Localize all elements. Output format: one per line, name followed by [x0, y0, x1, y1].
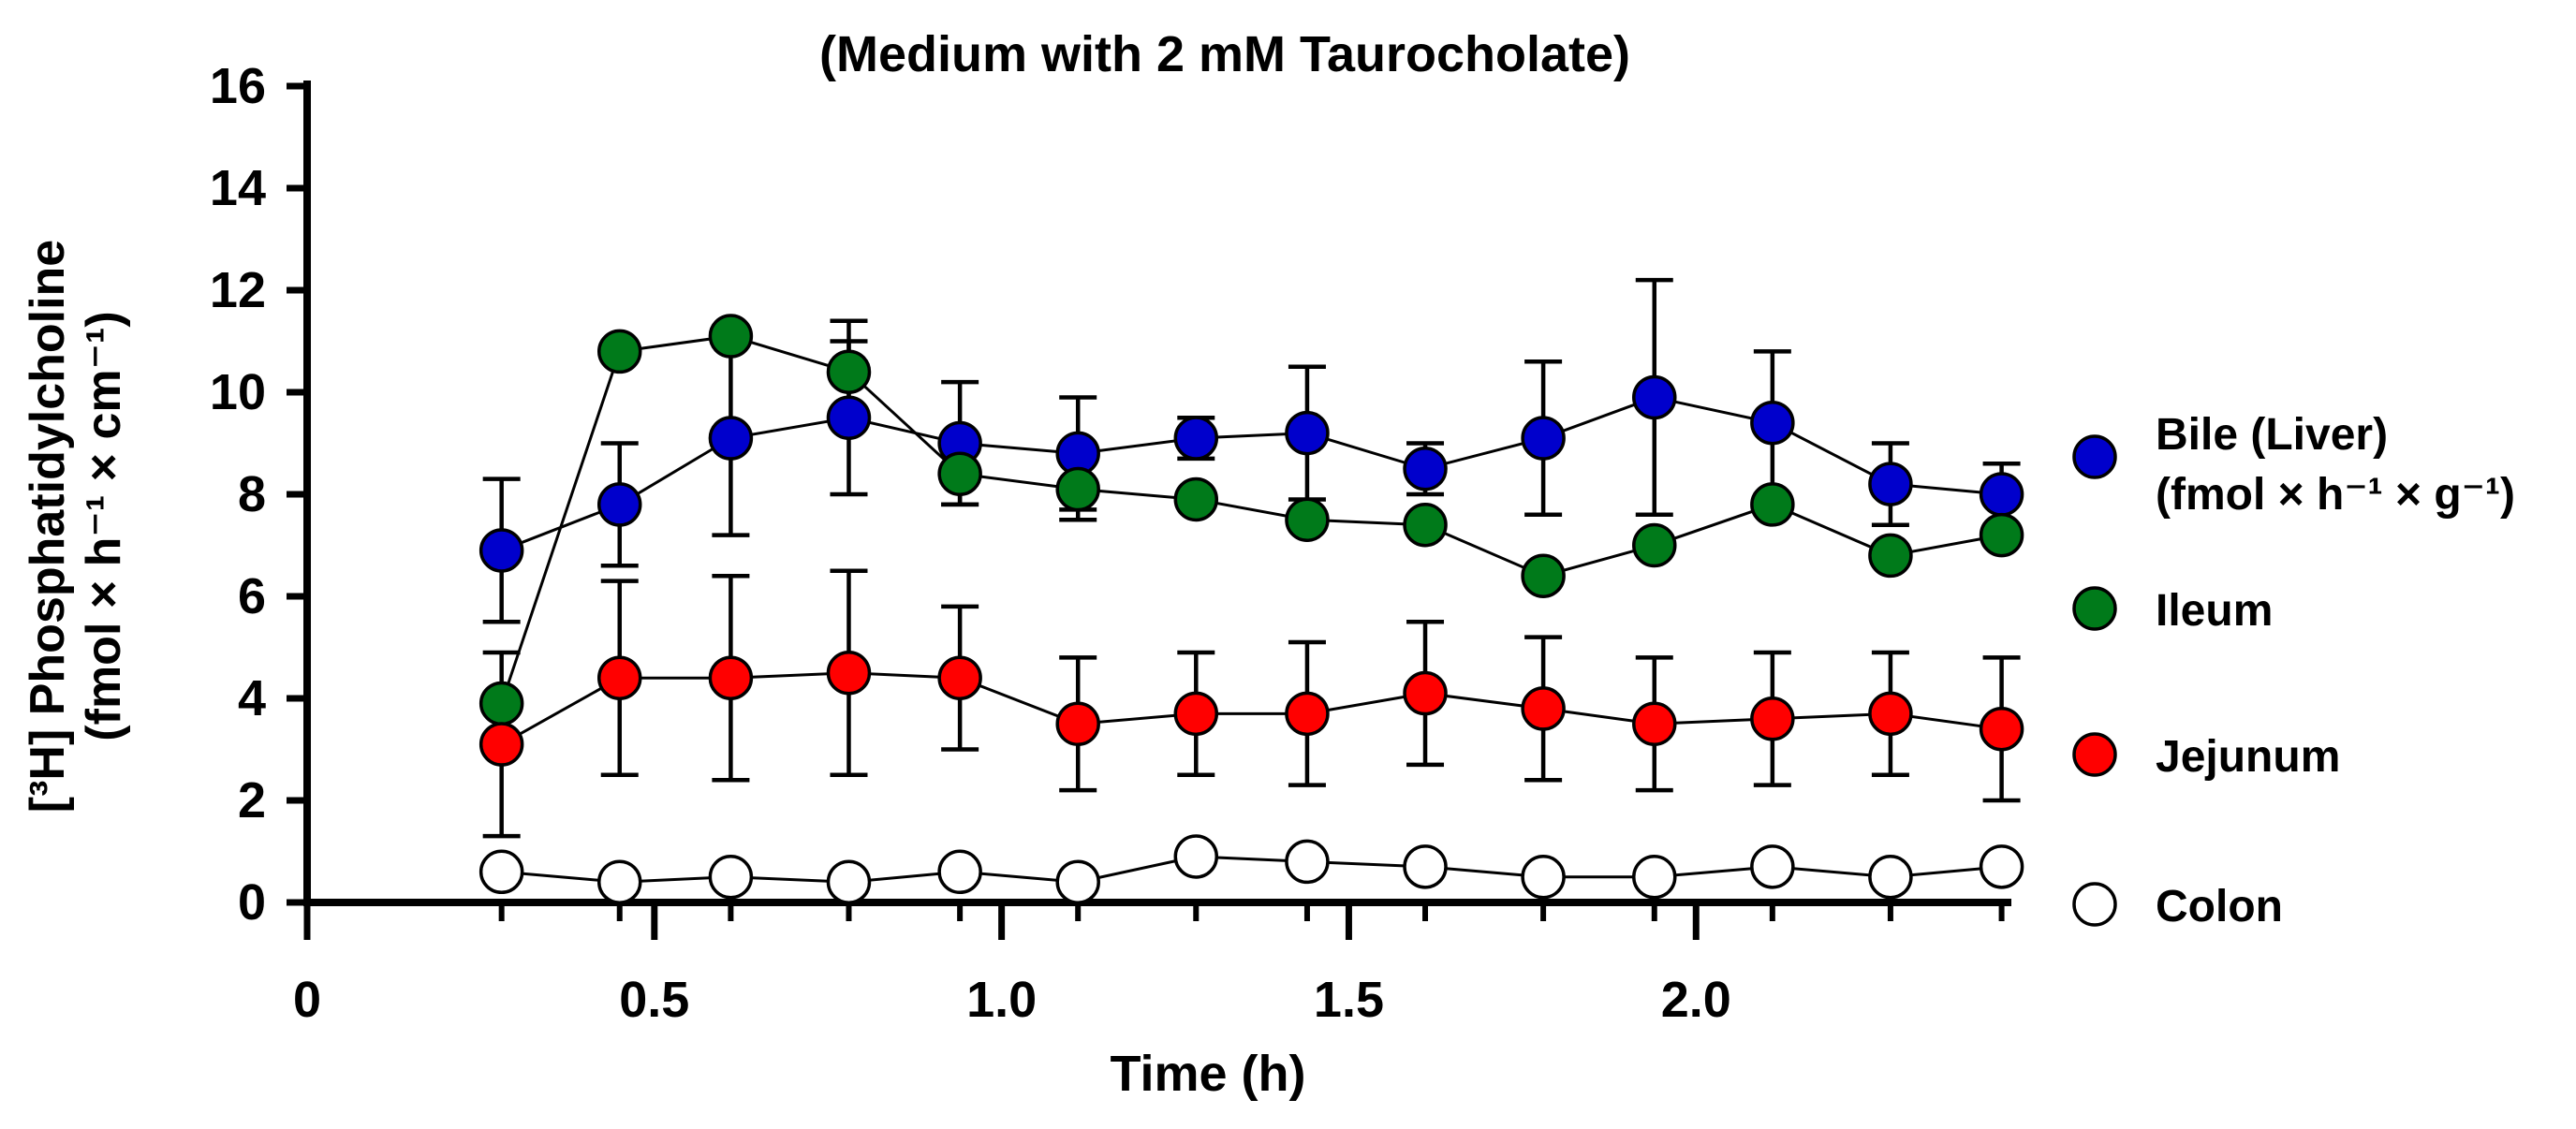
jejunum-point [1868, 691, 1913, 737]
chart-title: (Medium with 2 mM Taurocholate) [819, 26, 1630, 82]
ileum-point [1632, 522, 1677, 568]
bile-liver-point [1868, 462, 1913, 506]
jejunum-point [1173, 691, 1219, 737]
jejunum-point [1632, 701, 1677, 746]
jejunum-point [1750, 696, 1795, 741]
y-tick-label: 14 [210, 160, 266, 216]
ileum-point [1285, 497, 1330, 542]
bile-liver-point [478, 528, 524, 573]
jejunum-point [1979, 706, 2024, 752]
legend-marker-ileum [2072, 586, 2117, 631]
jejunum-point [708, 655, 754, 700]
bile-liver-point [708, 416, 754, 461]
ileum-point [1750, 482, 1795, 527]
colon-point [1521, 855, 1566, 900]
bile-liver-point [1979, 472, 2024, 517]
bile-liver-point [1632, 374, 1677, 420]
plot-area [478, 277, 2024, 904]
x-tick-label: 0 [293, 972, 321, 1028]
jejunum-point [937, 655, 982, 700]
legend: Bile (Liver) (fmol × h⁻¹ × g⁻¹) Ileum Jejun… [2072, 410, 2515, 931]
legend-label-bile-liver: Bile (Liver) [2156, 410, 2388, 460]
y-tick-label: 16 [210, 58, 266, 114]
jejunum-point [1521, 686, 1566, 731]
ileum-point [596, 329, 642, 374]
jejunum-point [1285, 691, 1330, 737]
colon-point [1868, 855, 1913, 900]
ileum-point [478, 681, 524, 726]
legend-label-jejunum: Jejunum [2156, 732, 2340, 782]
y-tick-label: 6 [238, 568, 266, 624]
colon-point [1979, 844, 2024, 889]
bile-liver-point [1403, 447, 1448, 491]
colon-point [1632, 855, 1677, 900]
data-points [478, 314, 2024, 904]
ileum-point [1521, 553, 1566, 598]
ileum-point [937, 451, 982, 496]
colon-point [1285, 839, 1330, 885]
legend-marker-colon [2072, 882, 2117, 927]
ileum-point [1868, 533, 1913, 579]
axes: 0 2 4 6 8 10 12 14 16 0 0.5 1.0 1.5 2.0 [210, 58, 2011, 1028]
jejunum-point [478, 722, 524, 767]
y-axis-label: [³H] Phosphatidylcholine (fmol × h⁻¹ × c… [21, 240, 131, 813]
bile-liver-point [826, 395, 872, 440]
ileum-point [1055, 466, 1100, 512]
ileum-point [1403, 502, 1448, 548]
legend-label-bile-liver-units: (fmol × h⁻¹ × g⁻¹) [2156, 470, 2515, 520]
legend-label-colon: Colon [2156, 882, 2283, 931]
jejunum-point [1403, 670, 1448, 716]
y-tick-label: 8 [238, 466, 266, 522]
colon-point [1750, 844, 1795, 889]
jejunum-point [596, 655, 642, 700]
y-axis-label-line1: [³H] Phosphatidylcholine [21, 240, 75, 813]
ileum-point [708, 314, 754, 359]
colon-point [1055, 859, 1100, 904]
x-tick-label: 1.0 [966, 972, 1037, 1028]
y-tick-label: 0 [238, 874, 266, 931]
legend-label-ileum: Ileum [2156, 586, 2273, 636]
ileum-point [826, 349, 872, 394]
jejunum-point [826, 651, 872, 696]
x-axis-label: Time (h) [1110, 1046, 1305, 1102]
y-axis-label-line2: (fmol × h⁻¹ × cm⁻¹) [77, 311, 131, 740]
colon-point [478, 849, 524, 895]
bile-liver-point [1173, 416, 1219, 461]
colon-point [596, 859, 642, 904]
bile-liver-point [596, 482, 642, 527]
colon-point [708, 855, 754, 900]
error-bars [482, 277, 2021, 839]
y-tick-label: 10 [210, 364, 266, 420]
bile-liver-point [1521, 416, 1566, 461]
ileum-point [1979, 512, 2024, 558]
x-tick-label: 2.0 [1661, 972, 1731, 1028]
x-tick-label: 1.5 [1314, 972, 1384, 1028]
y-tick-label: 2 [238, 772, 266, 828]
ileum-point [1173, 477, 1219, 522]
legend-marker-bile-liver [2072, 434, 2117, 479]
bile-liver-point [1285, 410, 1330, 456]
colon-point [1173, 834, 1219, 879]
jejunum-point [1055, 701, 1100, 746]
legend-marker-jejunum [2072, 732, 2117, 777]
colon-point [826, 859, 872, 904]
bile-liver-point [1750, 400, 1795, 446]
x-tick-label: 0.5 [619, 972, 689, 1028]
y-tick-label: 12 [210, 262, 266, 318]
y-tick-label: 4 [238, 670, 266, 726]
colon-point [1403, 844, 1448, 889]
colon-point [937, 849, 982, 895]
